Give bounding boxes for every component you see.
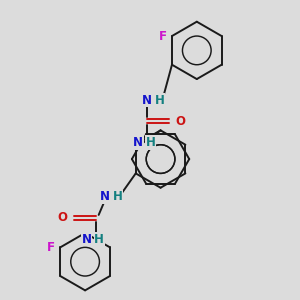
Text: N: N [133,136,143,149]
Text: N: N [100,190,110,203]
Text: H: H [94,232,104,246]
Text: H: H [112,190,122,203]
Text: H: H [155,94,165,107]
Text: N: N [142,94,152,107]
Text: O: O [58,212,68,224]
Text: H: H [146,136,155,149]
Text: F: F [47,241,55,254]
Text: O: O [175,115,185,128]
Text: N: N [82,232,92,246]
Text: F: F [158,29,166,43]
